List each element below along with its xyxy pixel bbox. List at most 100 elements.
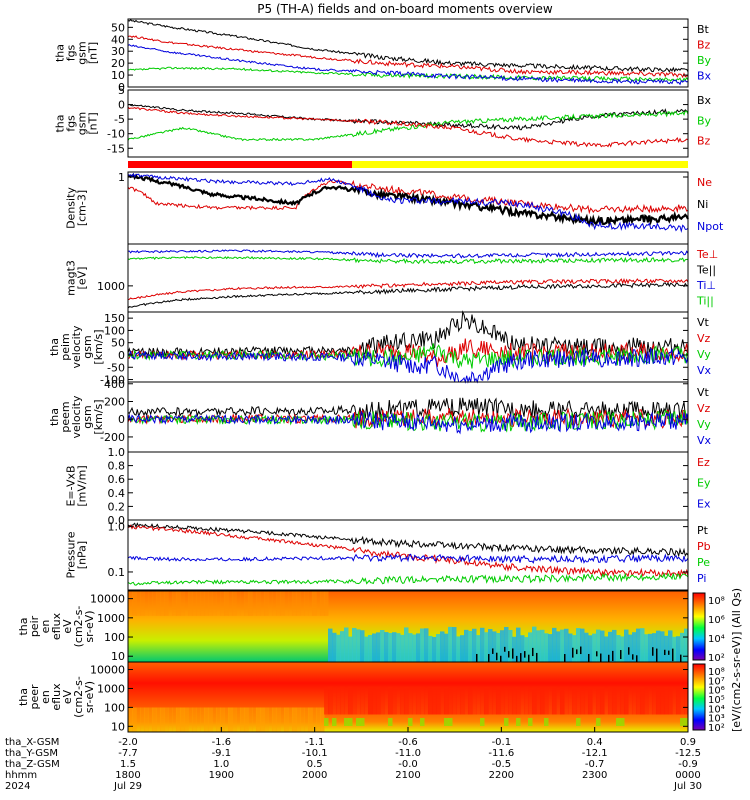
- panel-frame: [127, 519, 689, 591]
- spectrogram-column: [240, 591, 245, 616]
- spectrogram-column: [356, 686, 361, 715]
- spectrogram-column: [520, 635, 525, 662]
- legend-entry: Ti||: [696, 295, 714, 308]
- panel-3: 1 Density[cm-3] Ne Ni Npot: [65, 171, 724, 245]
- spectrogram-column: [600, 630, 605, 662]
- legend-entry: Ez: [697, 456, 710, 469]
- spectrogram-column: [464, 686, 469, 715]
- spectrogram-column: [204, 707, 209, 732]
- spectrogram-column: [668, 630, 673, 662]
- y-tick-label: 0: [118, 81, 125, 94]
- spectrogram-column: [128, 707, 133, 732]
- spectrogram-column: [592, 686, 597, 715]
- spectrogram-column: [468, 630, 473, 662]
- y-axis-label: eV: [61, 619, 74, 634]
- spectrogram-column: [364, 636, 369, 662]
- spectrogram-column: [412, 686, 417, 715]
- spectrogram-gap: [572, 647, 574, 658]
- y-axis-label: E=-VxB: [65, 465, 78, 506]
- spectrogram-column: [512, 636, 517, 662]
- x-tick-label: 0.9: [680, 737, 696, 748]
- spectrogram-column: [368, 634, 373, 662]
- spectrogram-column: [640, 686, 645, 715]
- series-line-ne: [127, 179, 689, 215]
- spectrogram-column: [684, 718, 689, 726]
- y-axis-label: eV: [61, 689, 74, 704]
- y-tick-label: 100: [104, 701, 125, 714]
- panel-8: 1.0 0.1 Pressure[nPa] Pt Pb Pe Pi: [65, 519, 711, 591]
- series-line-ti: [127, 249, 689, 259]
- x-tick-label: 1800: [115, 770, 140, 781]
- series-line-pb: [127, 524, 689, 578]
- spectrogram-column: [556, 631, 561, 662]
- spectrogram-column: [184, 707, 189, 732]
- spectrogram-column: [248, 591, 253, 616]
- y-axis-label: (cm2-s-: [72, 606, 85, 648]
- spectrogram-column: [496, 686, 501, 715]
- spectrogram-column: [492, 631, 497, 662]
- spectrogram-gap: [632, 654, 634, 660]
- y-tick-label: 1000: [97, 612, 125, 625]
- spectrogram-column: [164, 591, 169, 616]
- spectrogram-column: [316, 591, 321, 616]
- spectrogram-gap: [656, 648, 658, 662]
- spectrogram-column: [352, 627, 357, 662]
- legend-entry: Vt: [697, 386, 710, 399]
- spectrogram-column: [360, 686, 365, 715]
- mode-bar-segment: [128, 161, 352, 168]
- spectrogram-column: [328, 628, 333, 662]
- series-line-vx: [127, 410, 689, 435]
- x-tick-label: -11.6: [488, 748, 514, 759]
- spectrogram-column: [596, 718, 601, 726]
- y-tick-label: 10: [111, 650, 125, 663]
- spectrogram-column: [672, 636, 677, 662]
- spectrogram-column: [568, 633, 573, 662]
- spectrogram-column: [372, 633, 377, 662]
- y-axis-label: tha: [48, 408, 61, 426]
- series-line-npot: [127, 172, 689, 233]
- panel-frame: [127, 451, 689, 521]
- legend-entry: Bt: [697, 23, 710, 36]
- spectrogram-column: [384, 686, 389, 715]
- spectrogram-column: [348, 718, 353, 726]
- spectrogram-gap: [580, 646, 582, 655]
- y-axis-label: tha: [54, 44, 67, 62]
- colorbar-label: [eV/(cm2-s-sr-eV)] (All Qs): [730, 588, 743, 732]
- spectrogram-gap: [668, 650, 670, 655]
- spectrogram-column: [616, 718, 621, 726]
- spectrogram-column: [452, 686, 457, 715]
- spectrogram-column: [504, 718, 509, 726]
- colorbar: [692, 663, 706, 731]
- spectrogram-column: [216, 591, 221, 616]
- spectrogram-column: [252, 591, 257, 616]
- y-axis-label: [cm-3]: [76, 190, 89, 226]
- x-axis-row-label: 2024: [5, 781, 30, 792]
- spectrogram-column: [660, 686, 665, 715]
- y-axis-label: tha: [17, 688, 30, 706]
- spectrogram-column: [268, 707, 273, 732]
- spectrogram-column: [276, 707, 281, 732]
- spectrogram-column: [148, 591, 153, 616]
- spectrogram-column: [192, 707, 197, 732]
- spectrogram-column: [132, 591, 137, 616]
- spectrogram-column: [340, 686, 345, 715]
- spectrogram-column: [664, 686, 669, 715]
- spectrogram-column: [676, 686, 681, 715]
- mode-bar-segment: [352, 161, 688, 168]
- series-line-te: [127, 277, 689, 301]
- series-line-te: [127, 282, 689, 309]
- spectrogram-column: [680, 686, 685, 715]
- spectrogram-column: [668, 686, 673, 715]
- spectrogram-column: [388, 633, 393, 662]
- spectrogram-column: [284, 591, 289, 616]
- spectrogram-column: [376, 686, 381, 715]
- series-line-ni: [127, 173, 689, 228]
- spectrogram-column: [176, 707, 181, 732]
- spectrogram-column: [404, 686, 409, 715]
- spectrogram-column: [672, 686, 677, 715]
- spectrogram-column: [456, 686, 461, 715]
- y-tick-label: 0: [118, 413, 125, 426]
- y-axis-label: gsm: [76, 41, 89, 64]
